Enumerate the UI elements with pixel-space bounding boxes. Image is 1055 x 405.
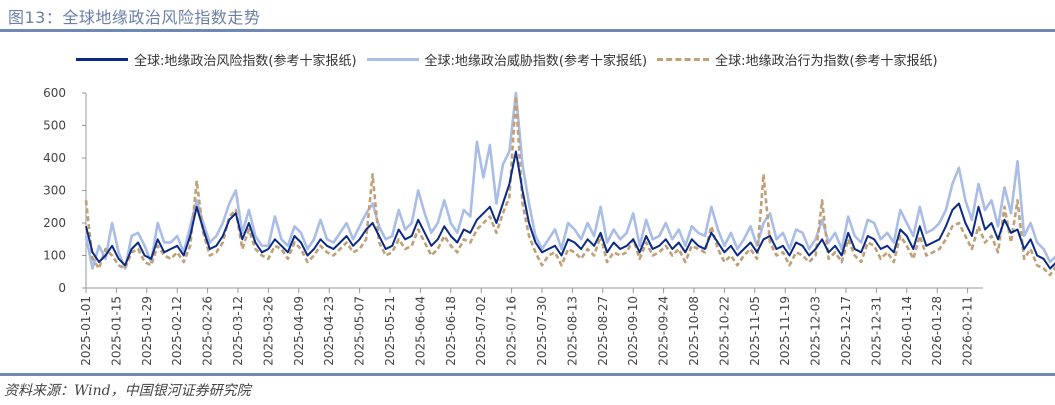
y-tick-label: 500 — [43, 119, 66, 133]
x-tick-label: 2025-11-05 — [748, 296, 762, 366]
y-tick-label: 100 — [43, 249, 66, 263]
top-divider — [0, 29, 1055, 32]
x-tick-label: 2025-11-19 — [778, 296, 792, 366]
series-line — [84, 91, 1055, 270]
legend-label: 全球:地缘政治风险指数(参考十家报纸) — [134, 54, 357, 69]
y-tick-label: 0 — [58, 281, 66, 295]
legend-item-risk: 全球:地缘政治风险指数(参考十家报纸) — [76, 50, 357, 69]
bottom-divider — [0, 373, 1055, 376]
legend-label: 全球:地缘政治行为指数(参考十家报纸) — [715, 54, 938, 69]
plot-area — [84, 91, 1055, 277]
x-tick-label: 2025-01-01 — [79, 296, 93, 366]
legend-item-threat: 全球:地缘政治威胁指数(参考十家报纸) — [366, 50, 648, 69]
x-tick-label: 2025-04-09 — [292, 296, 306, 366]
x-tick-label: 2025-06-04 — [413, 296, 427, 366]
legend-swatch-solid-dark-blue — [76, 58, 128, 61]
chart-title: 图13：全球地缘政治风险指数走势 — [8, 8, 261, 27]
x-tick-label: 2025-02-26 — [201, 296, 215, 366]
legend-swatch-dashed-tan — [657, 58, 710, 61]
x-tick-label: 2025-05-21 — [383, 296, 397, 366]
legend: 全球:地缘政治风险指数(参考十家报纸) 全球:地缘政治威胁指数(参考十家报纸) … — [76, 50, 948, 69]
x-tick-label: 2025-12-31 — [869, 296, 883, 366]
legend-item-act: 全球:地缘政治行为指数(参考十家报纸) — [657, 50, 938, 69]
y-tick-label: 300 — [43, 184, 66, 198]
x-tick-label: 2025-05-07 — [353, 296, 367, 366]
x-tick-label: 2025-01-15 — [109, 296, 123, 366]
x-tick-label: 2025-08-27 — [596, 296, 610, 366]
x-tick-label: 2025-03-26 — [261, 296, 275, 366]
x-tick-label: 2025-04-23 — [322, 296, 336, 366]
y-tick-label: 200 — [43, 216, 66, 230]
x-axis: 2025-01-01 2025-01-15 2025-01-29 2025-02-12… — [79, 287, 983, 366]
legend-swatch-solid-light-blue — [366, 58, 419, 61]
x-tick-label: 2025-09-10 — [626, 296, 640, 366]
x-tick-label: 2025-12-17 — [839, 296, 853, 366]
x-tick-label: 2026-01-28 — [930, 296, 944, 366]
x-tick-label: 2025-03-12 — [231, 296, 245, 366]
x-tick-label: 2025-07-16 — [505, 296, 519, 366]
x-tick-label: 2025-12-03 — [809, 296, 823, 366]
source-note: 资料来源：Wind，中国银河证券研究院 — [4, 383, 251, 399]
x-tick-label: 2025-07-30 — [535, 296, 549, 366]
x-tick-label: 2025-01-29 — [140, 296, 154, 366]
x-tick-label: 2025-02-12 — [170, 296, 184, 366]
legend-label: 全球:地缘政治威胁指数(参考十家报纸) — [424, 54, 648, 69]
y-tick-label: 400 — [43, 151, 66, 165]
series-line — [84, 95, 1055, 277]
y-tick-label: 600 — [43, 86, 66, 100]
x-tick-label: 2025-10-08 — [687, 296, 701, 366]
x-tick-label: 2025-06-18 — [444, 296, 458, 366]
x-tick-label: 2026-01-14 — [900, 296, 914, 366]
x-tick-label: 2025-09-24 — [657, 296, 671, 366]
x-tick-label: 2025-07-02 — [474, 296, 488, 366]
y-axis: 0 100 200 300 400 500 600 — [43, 86, 87, 295]
x-tick-label: 2025-08-13 — [565, 296, 579, 366]
series-line — [85, 150, 1055, 270]
x-tick-label: 2026-02-11 — [961, 296, 975, 366]
x-tick-label: 2025-10-22 — [717, 296, 731, 366]
